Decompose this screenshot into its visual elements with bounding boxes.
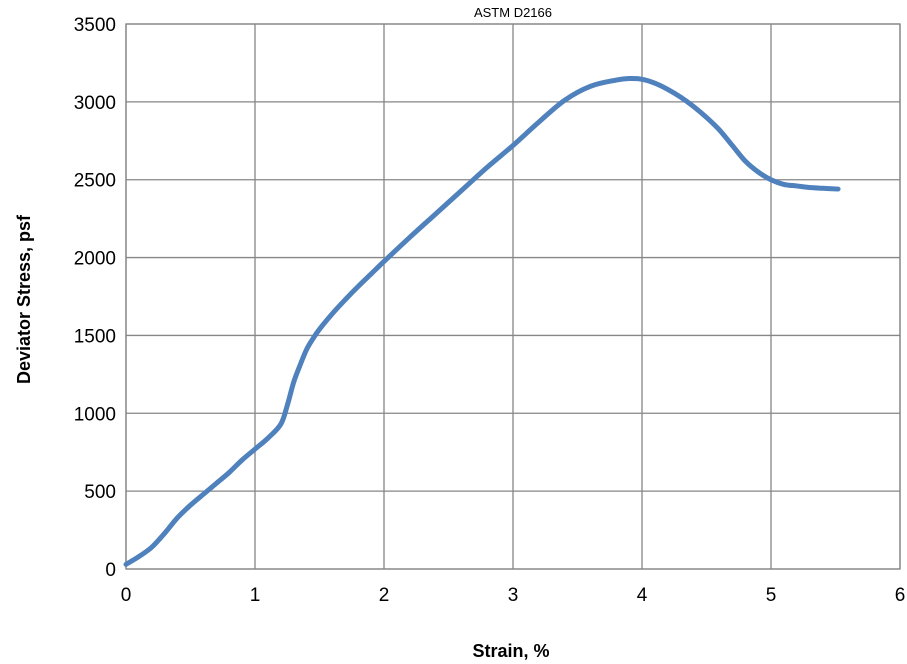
x-tick-label: 5 (766, 585, 777, 606)
series-line (123, 75, 841, 567)
grid (125, 23, 901, 570)
y-tick-label: 2500 (74, 171, 116, 192)
y-tick-label: 1500 (74, 326, 116, 347)
x-tick-label: 1 (250, 585, 261, 606)
x-tick-label: 3 (508, 585, 519, 606)
y-axis-title: Deviator Stress, psf (14, 214, 34, 384)
y-tick-label: 2000 (74, 249, 116, 270)
x-tick-label: 4 (637, 585, 648, 606)
y-tick-label: 0 (105, 560, 116, 581)
y-tick-label: 1000 (74, 404, 116, 425)
plot-area-frame (125, 23, 901, 570)
x-axis-title: Strain, % (472, 641, 549, 661)
x-tick-label: 0 (121, 585, 132, 606)
x-tick-label: 6 (895, 585, 906, 606)
series-group (123, 75, 841, 567)
y-tick-label: 500 (84, 482, 116, 503)
y-tick-label: 3500 (74, 15, 116, 36)
y-tick-label: 3000 (74, 93, 116, 114)
chart-title: ASTM D2166 (474, 5, 552, 20)
x-axis-ticks: 0 1 2 3 4 5 6 (121, 585, 906, 606)
y-axis-ticks: 0 500 1000 1500 2000 2500 3000 3500 (74, 15, 116, 581)
x-tick-label: 2 (379, 585, 390, 606)
